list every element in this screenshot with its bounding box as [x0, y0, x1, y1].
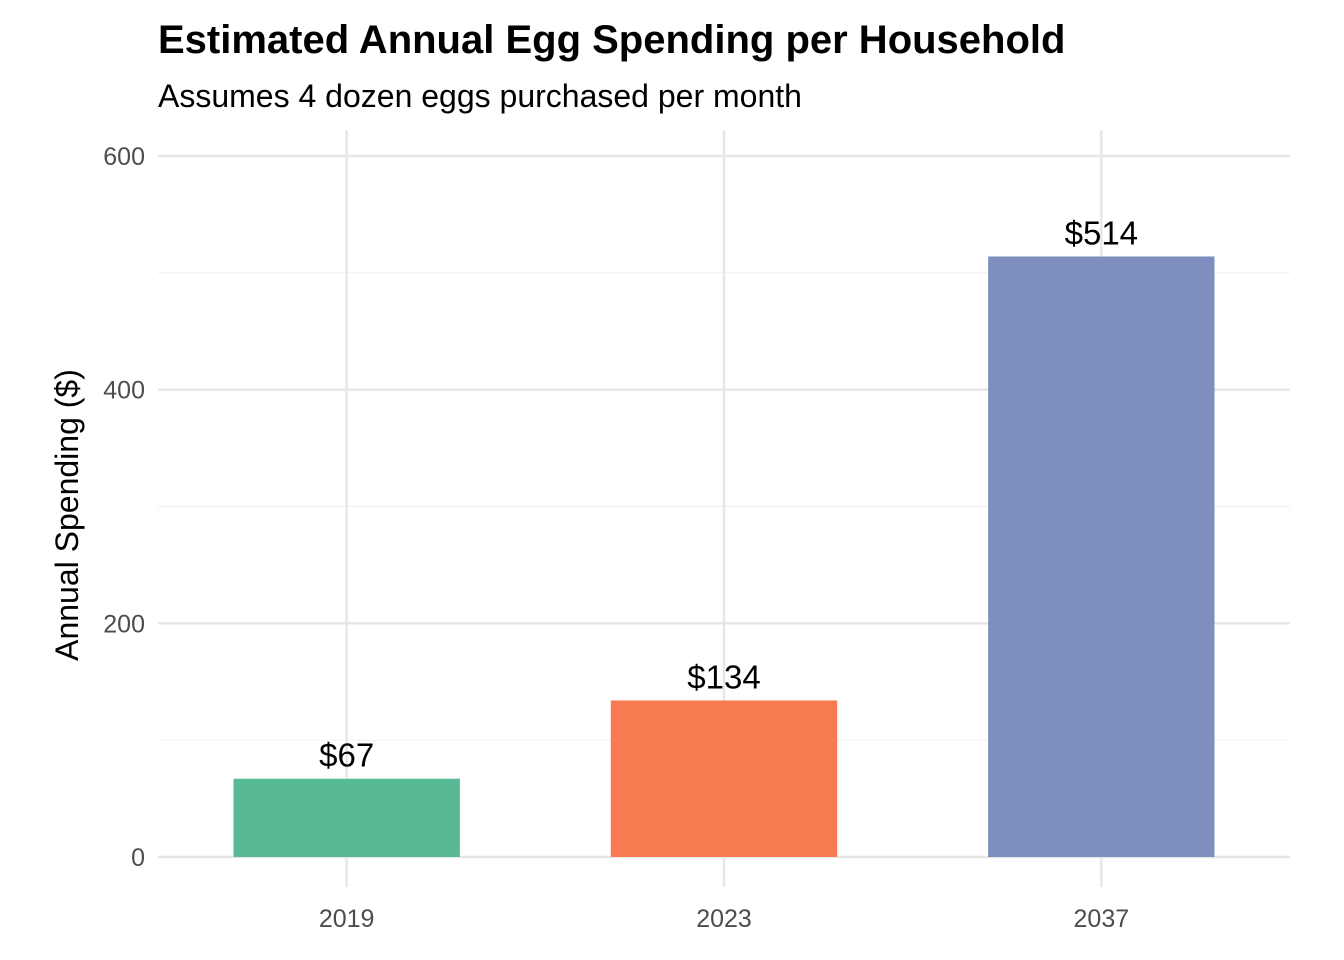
bar-2019 [233, 778, 460, 857]
y-tick-label: 0 [131, 844, 145, 872]
x-tick-label: 2019 [319, 905, 375, 933]
data-labels: $67 $134 $514 [319, 214, 1138, 773]
bars [233, 256, 1215, 857]
y-axis-title: Annual Spending ($) [49, 369, 85, 661]
x-axis-ticks: 2019 2023 2037 [319, 905, 1129, 933]
x-tick-label: 2037 [1074, 905, 1130, 933]
chart-subtitle: Assumes 4 dozen eggs purchased per month [158, 78, 802, 114]
y-tick-label: 200 [103, 610, 145, 638]
x-tick-label: 2023 [696, 905, 752, 933]
y-tick-label: 600 [103, 143, 145, 171]
bar-2037 [988, 256, 1215, 857]
y-axis-ticks: 0 200 400 600 [103, 143, 145, 872]
data-label: $134 [687, 658, 760, 695]
y-tick-label: 400 [103, 377, 145, 405]
bar-2023 [610, 700, 838, 857]
chart-title: Estimated Annual Egg Spending per Househ… [158, 18, 1066, 62]
data-label: $514 [1065, 214, 1138, 251]
data-label: $67 [319, 737, 374, 774]
